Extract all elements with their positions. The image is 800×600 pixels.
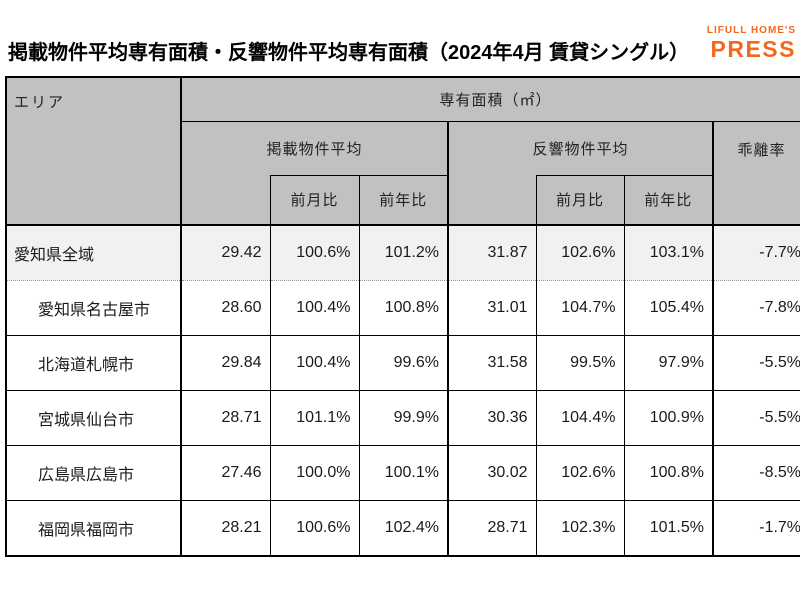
area-name-cell: 愛知県全域 [5, 225, 182, 281]
deviation-rate-cell: -5.5% [713, 335, 800, 391]
table-row-fukuoka: 福岡県福岡市 28.21 100.6% 102.4% 28.71 102.3% … [5, 500, 800, 557]
listed-yoy-cell: 100.8% [359, 280, 449, 336]
responded-yoy-cell: 105.4% [624, 280, 714, 336]
area-name-cell: 宮城県仙台市 [5, 390, 182, 446]
column-header-area: エリア [5, 76, 182, 226]
listed-avg-cell: 29.42 [181, 225, 271, 281]
responded-avg-cell: 31.87 [448, 225, 537, 281]
responded-yoy-cell: 100.8% [624, 445, 714, 501]
deviation-rate-cell: -7.8% [713, 280, 800, 336]
logo-press-text: PRESS [710, 36, 796, 62]
column-group-header-listed-average: 掲載物件平均 [181, 121, 449, 175]
table-row-nagoya: 愛知県名古屋市 28.60 100.4% 100.8% 31.01 104.7%… [5, 280, 800, 336]
responded-yoy-cell: 97.9% [624, 335, 714, 391]
responded-mom-cell: 104.4% [536, 390, 625, 446]
listed-mom-cell: 100.6% [270, 225, 360, 281]
responded-mom-cell: 99.5% [536, 335, 625, 391]
column-header-responded-mom: 前月比 [536, 174, 625, 226]
deviation-rate-cell: -8.5% [713, 445, 800, 501]
responded-yoy-cell: 103.1% [624, 225, 714, 281]
responded-avg-cell: 31.01 [448, 280, 537, 336]
responded-avg-cell: 30.02 [448, 445, 537, 501]
table-row-sendai: 宮城県仙台市 28.71 101.1% 99.9% 30.36 104.4% 1… [5, 390, 800, 446]
column-header-responded-yoy: 前年比 [624, 174, 714, 226]
area-statistics-table: エリア 専有面積（㎡） 掲載物件平均 反響物件平均 乖離率 前月比 前年比 前月… [5, 76, 800, 557]
responded-avg-cell: 28.71 [448, 500, 537, 557]
deviation-rate-cell: -7.7% [713, 225, 800, 281]
area-name-cell: 広島県広島市 [5, 445, 182, 501]
logo-brand-text: LIFULL HOME'S [706, 25, 796, 36]
listed-yoy-cell: 100.1% [359, 445, 449, 501]
listed-yoy-cell: 99.9% [359, 390, 449, 446]
listed-yoy-cell: 101.2% [359, 225, 449, 281]
listed-avg-cell: 28.21 [181, 500, 271, 557]
responded-mom-cell: 104.7% [536, 280, 625, 336]
listed-avg-cell: 28.60 [181, 280, 271, 336]
listed-avg-cell: 28.71 [181, 390, 271, 446]
table-row-hiroshima: 広島県広島市 27.46 100.0% 100.1% 30.02 102.6% … [5, 445, 800, 501]
column-group-header-floor-area: 専有面積（㎡） [181, 76, 800, 122]
column-header-deviation-rate: 乖離率 [713, 121, 800, 226]
listed-avg-cell: 29.84 [181, 335, 271, 391]
area-name-cell: 愛知県名古屋市 [5, 280, 182, 336]
table-row-sapporo: 北海道札幌市 29.84 100.4% 99.6% 31.58 99.5% 97… [5, 335, 800, 391]
listed-mom-cell: 100.4% [270, 280, 360, 336]
responded-mom-cell: 102.6% [536, 445, 625, 501]
deviation-rate-cell: -1.7% [713, 500, 800, 557]
deviation-rate-cell: -5.5% [713, 390, 800, 446]
area-name-cell: 北海道札幌市 [5, 335, 182, 391]
listed-avg-cell: 27.46 [181, 445, 271, 501]
responded-yoy-cell: 100.9% [624, 390, 714, 446]
listed-yoy-cell: 102.4% [359, 500, 449, 557]
responded-mom-cell: 102.3% [536, 500, 625, 557]
column-header-listed-mom: 前月比 [270, 174, 360, 226]
column-group-header-responded-average: 反響物件平均 [448, 121, 714, 175]
column-header-listed-yoy: 前年比 [359, 174, 449, 226]
header-spacer-responded-value [448, 175, 537, 226]
table-row-aichi-all: 愛知県全域 29.42 100.6% 101.2% 31.87 102.6% 1… [5, 225, 800, 281]
responded-avg-cell: 30.36 [448, 390, 537, 446]
responded-mom-cell: 102.6% [536, 225, 625, 281]
area-statistics-table-wrapper: エリア 専有面積（㎡） 掲載物件平均 反響物件平均 乖離率 前月比 前年比 前月… [3, 74, 800, 557]
listed-mom-cell: 101.1% [270, 390, 360, 446]
responded-yoy-cell: 101.5% [624, 500, 714, 557]
listed-mom-cell: 100.4% [270, 335, 360, 391]
responded-avg-cell: 31.58 [448, 335, 537, 391]
lifull-homes-press-logo: LIFULL HOME'S PRESS [707, 26, 796, 61]
listed-yoy-cell: 99.6% [359, 335, 449, 391]
header-spacer-listed-value [181, 175, 271, 226]
area-name-cell: 福岡県福岡市 [5, 500, 182, 557]
listed-mom-cell: 100.0% [270, 445, 360, 501]
page-title: 掲載物件平均専有面積・反響物件平均専有面積（2024年4月 賃貸シングル） [8, 42, 690, 64]
listed-mom-cell: 100.6% [270, 500, 360, 557]
